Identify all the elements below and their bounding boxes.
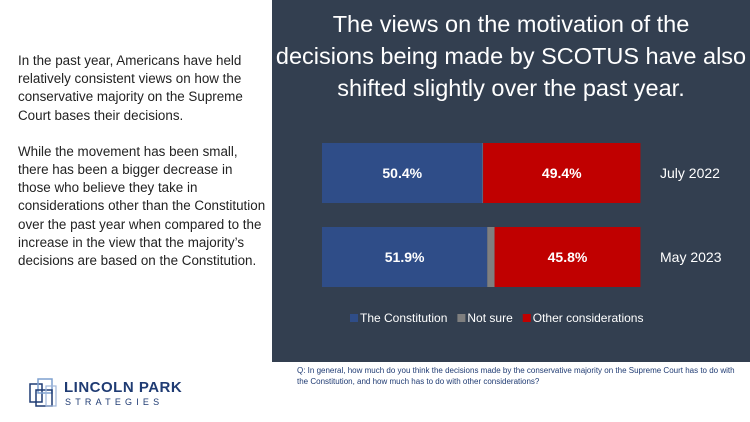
legend-swatch-the-constitution — [350, 314, 358, 322]
stacked-bar-chart: 50.4% 49.4% July 2022 51.9% 45.8% May 2023 The… — [322, 143, 722, 325]
bar-the-constitution-2 — [322, 227, 488, 287]
chart-title-line-1: The views on the motivation of the — [332, 11, 690, 37]
logo-squares-icon — [29, 378, 57, 407]
survey-question-footnote: Q: In general, how much do you think the… — [297, 366, 735, 386]
summary-paragraph-2: While the movement has been small, there… — [18, 143, 266, 269]
legend-swatch-other-considerations — [522, 314, 531, 322]
data-label-the-constitution-1: 50.4% — [382, 165, 422, 181]
data-label-other-considerations-2: 45.8% — [548, 249, 588, 265]
legend-label-other-considerations: Other considerations — [533, 311, 644, 325]
chart-title-line-3: shifted slightly over the past year. — [337, 75, 685, 101]
bar-not-sure-2 — [487, 227, 495, 287]
chart-title-line-2: decisions being made by SCOTUS have also — [275, 43, 747, 69]
category-label-2: May 2023 — [660, 249, 722, 265]
lincoln-park-logo: LINCOLN PARK STRATEGIES — [28, 376, 228, 412]
chart-title: The views on the motivation of the decis… — [272, 8, 750, 104]
legend-swatch-not-sure — [457, 314, 466, 322]
bar-the-constitution-1 — [322, 143, 483, 203]
logo-title: LINCOLN PARK — [64, 379, 183, 396]
bar-other-considerations-1 — [483, 143, 641, 203]
legend-label-not-sure: Not sure — [467, 311, 513, 325]
summary-paragraph-1: In the past year, Americans have held re… — [18, 53, 243, 123]
data-label-the-constitution-2: 51.9% — [385, 249, 425, 265]
category-label-1: July 2022 — [660, 165, 720, 181]
data-label-other-considerations-1: 49.4% — [542, 165, 582, 181]
bar-other-considerations-2 — [494, 227, 641, 287]
bar-not-sure-1 — [482, 143, 484, 203]
legend-label-the-constitution: The Constitution — [360, 311, 447, 325]
chart-panel: The views on the motivation of the decis… — [272, 0, 750, 362]
logo-subtitle: STRATEGIES — [65, 397, 164, 407]
summary-text: In the past year, Americans have held re… — [18, 52, 266, 288]
